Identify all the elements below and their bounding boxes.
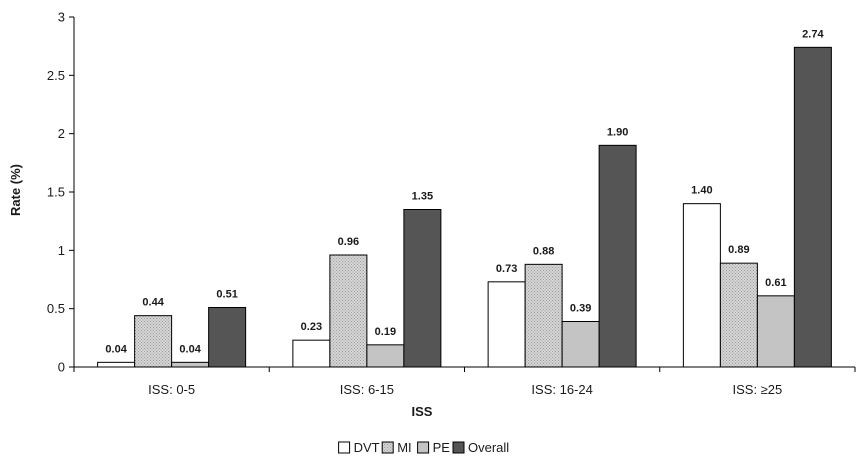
legend-label-mi: MI [397, 440, 411, 455]
x-tick-label: ISS: 0-5 [148, 382, 195, 397]
bar-mi [719, 262, 758, 368]
x-tick-label: ISS: 6-15 [340, 382, 394, 397]
bars [97, 46, 832, 368]
bar-mi [329, 254, 368, 368]
bar-dvt [97, 361, 136, 368]
data-label-overall: 0.51 [216, 289, 237, 301]
bar-dvt [292, 339, 331, 368]
legend-label-dvt: DVT [354, 440, 380, 455]
data-label-dvt: 1.40 [691, 185, 712, 197]
y-tick-label: 1.5 [47, 185, 65, 200]
data-label-mi: 0.88 [533, 245, 554, 257]
y-tick-label: 3 [58, 10, 65, 25]
data-label-mi: 0.44 [142, 297, 164, 309]
data-label-pe: 0.61 [765, 277, 786, 289]
data-label-mi: 0.96 [338, 236, 359, 248]
data-label-overall: 2.74 [802, 28, 824, 40]
bar-overall [403, 209, 442, 368]
bar-pe [366, 344, 405, 368]
bar-mi [524, 263, 563, 368]
bar-pe [561, 321, 600, 368]
x-axis-title: ISS [412, 404, 433, 419]
y-axis-title: Rate (%) [8, 164, 23, 216]
bar-pe [756, 295, 795, 368]
bar-dvt [487, 281, 526, 368]
x-tick-label: ISS: 16-24 [531, 382, 592, 397]
y-tick-label: 0 [58, 360, 65, 375]
bar-dvt [682, 203, 721, 368]
y-tick-label: 0.5 [47, 301, 65, 316]
legend-label-pe: PE [433, 440, 451, 455]
data-label-overall: 1.35 [412, 191, 433, 203]
data-label-pe: 0.39 [570, 303, 591, 315]
legend-swatch-pe [417, 441, 430, 454]
y-tick-label: 1 [58, 243, 65, 258]
bar-pe [171, 361, 210, 368]
bar-overall [598, 144, 637, 368]
legend-swatch-mi [381, 441, 394, 454]
x-tick-label: ISS: ≥25 [732, 382, 782, 397]
y-tick-label: 2.5 [47, 68, 65, 83]
bar-mi [134, 315, 173, 368]
data-label-pe: 0.19 [375, 326, 396, 338]
data-label-dvt: 0.73 [496, 263, 517, 275]
data-label-dvt: 0.23 [301, 321, 322, 333]
legend-swatch-overall [452, 441, 465, 454]
legend-swatch-dvt [338, 441, 351, 454]
data-label-dvt: 0.04 [105, 343, 127, 355]
data-label-overall: 1.90 [607, 126, 628, 138]
legend: DVT MI PE Overall [338, 440, 509, 455]
legend-label-overall: Overall [468, 440, 509, 455]
y-tick-label: 2 [58, 126, 65, 141]
bar-overall [208, 307, 247, 368]
data-label-mi: 0.89 [728, 244, 749, 256]
data-labels: 0.04 0.23 0.73 1.40 0.44 0.96 0.88 0.89 0.04 0.19… [105, 28, 824, 355]
data-label-pe: 0.04 [179, 343, 201, 355]
bar-overall [793, 46, 832, 368]
